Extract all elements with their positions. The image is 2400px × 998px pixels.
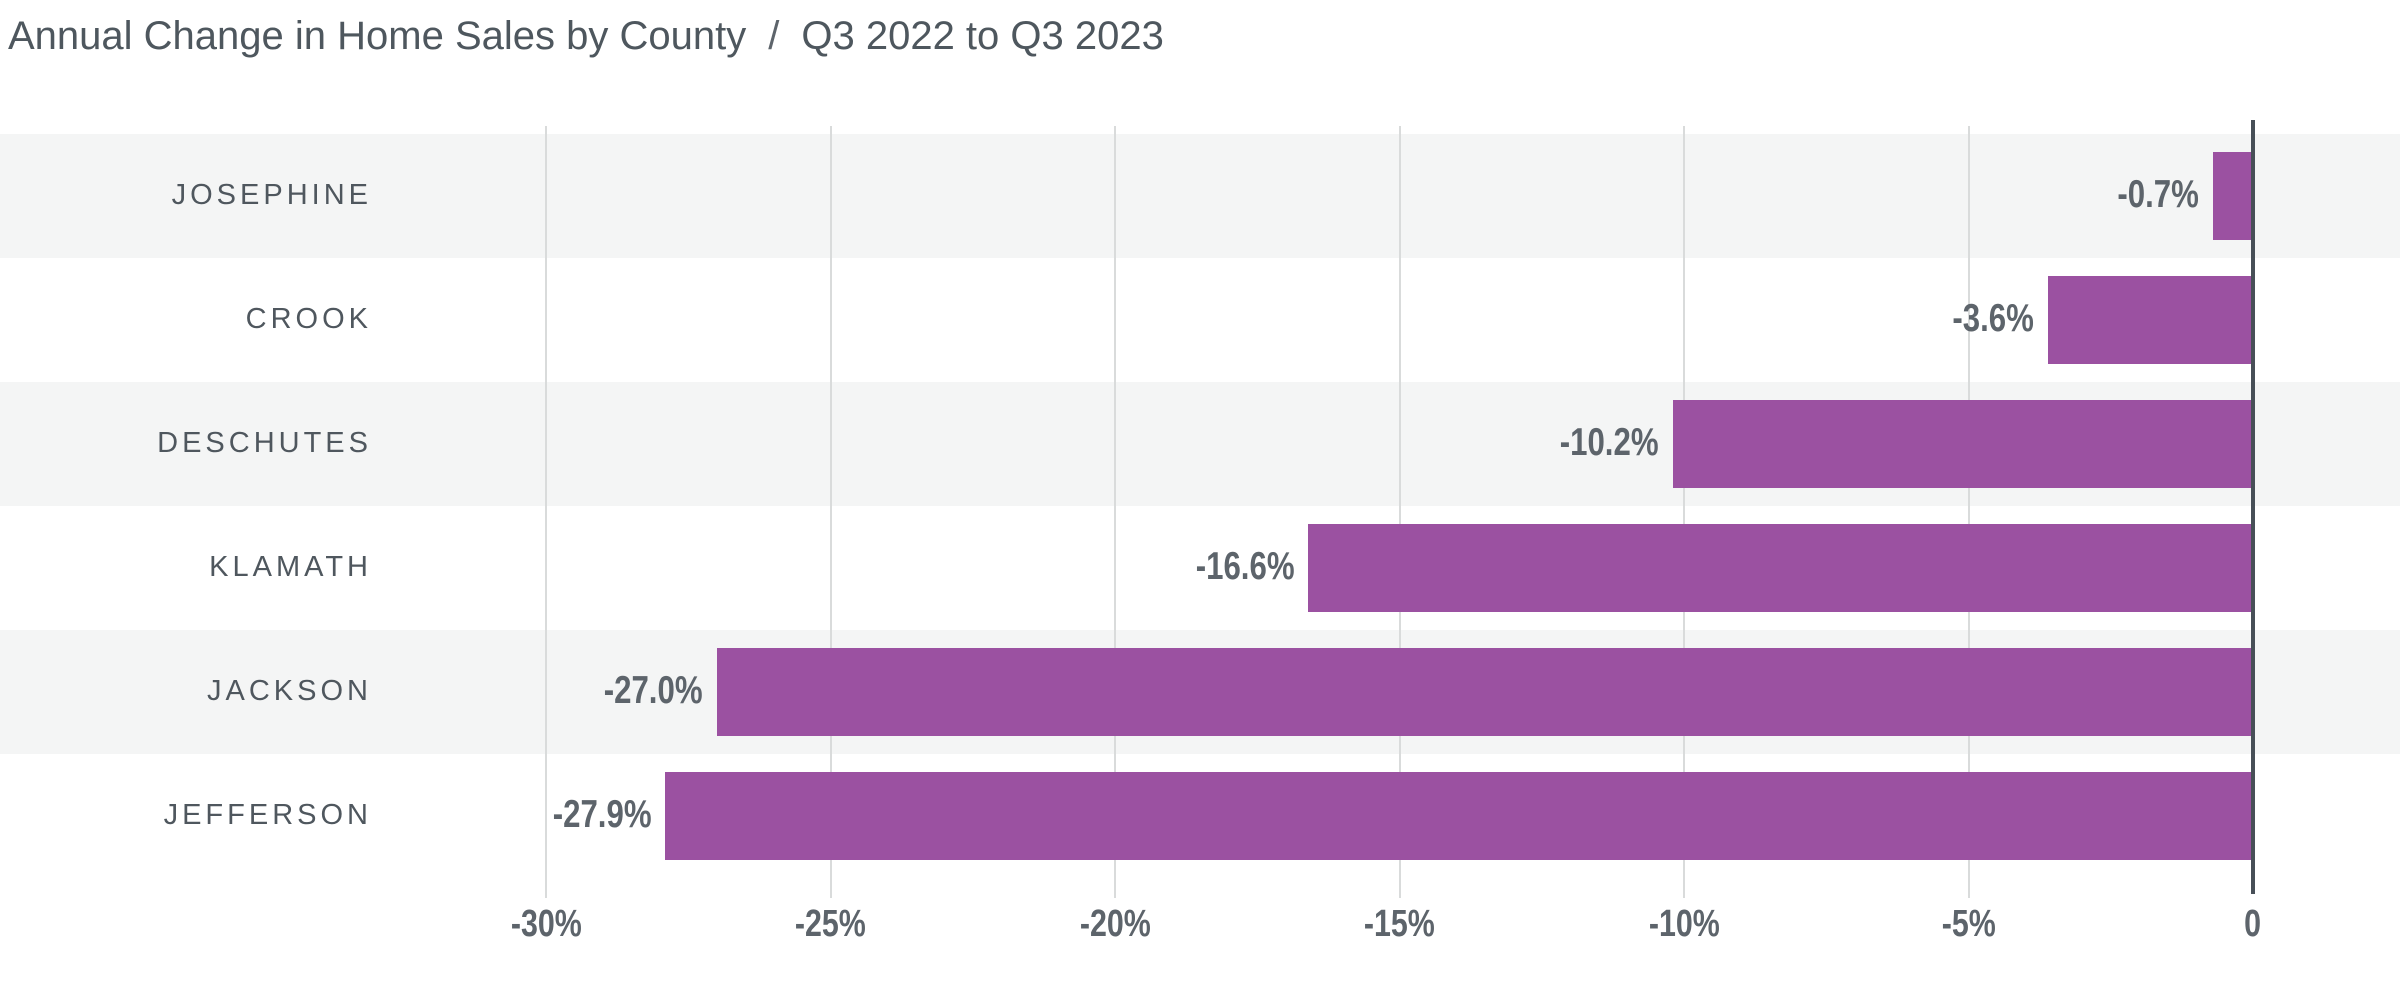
value-label: -27.0% bbox=[603, 669, 703, 712]
x-tick-label: -25% bbox=[795, 903, 866, 945]
bar bbox=[1308, 524, 2253, 612]
x-tick-label: -10% bbox=[1648, 903, 1720, 945]
value-label: -3.6% bbox=[1952, 297, 2035, 340]
gridline bbox=[1683, 126, 1685, 898]
gridline bbox=[1967, 126, 1970, 898]
x-tick-label: 0 bbox=[2244, 903, 2262, 945]
bar bbox=[665, 772, 2253, 860]
category-label: JEFFERSON bbox=[163, 799, 372, 831]
bar bbox=[716, 648, 2253, 736]
zero-axis-line bbox=[2251, 120, 2255, 894]
gridline bbox=[545, 126, 547, 898]
category-label: CROOK bbox=[245, 303, 372, 335]
bar bbox=[2213, 152, 2253, 240]
gridline bbox=[1398, 126, 1401, 898]
row-stripe bbox=[0, 134, 2400, 258]
chart-title-main: Annual Change in Home Sales by County bbox=[8, 14, 747, 58]
bar bbox=[1672, 400, 2253, 488]
x-tick-label: -5% bbox=[1941, 903, 1996, 945]
value-label: -16.6% bbox=[1195, 545, 1295, 588]
row-stripe bbox=[0, 258, 2400, 382]
chart-title-period: Q3 2022 to Q3 2023 bbox=[801, 14, 1164, 58]
category-label: JOSEPHINE bbox=[171, 179, 372, 211]
x-tick-label: -15% bbox=[1364, 903, 1435, 945]
category-label: JACKSON bbox=[207, 675, 372, 707]
chart-title-separator: / bbox=[768, 14, 780, 58]
value-label: -27.9% bbox=[552, 793, 652, 836]
value-label: -0.7% bbox=[2117, 173, 2200, 216]
chart-title: Annual Change in Home Sales by County / Q3… bbox=[8, 12, 1164, 60]
gridline bbox=[829, 126, 832, 898]
category-label: DESCHUTES bbox=[157, 427, 372, 459]
gridline bbox=[1114, 126, 1116, 898]
bar bbox=[2048, 276, 2253, 364]
x-tick-label: -30% bbox=[510, 903, 582, 945]
x-tick-label: -20% bbox=[1079, 903, 1151, 945]
category-label: KLAMATH bbox=[209, 551, 372, 583]
value-label: -10.2% bbox=[1559, 421, 1659, 464]
